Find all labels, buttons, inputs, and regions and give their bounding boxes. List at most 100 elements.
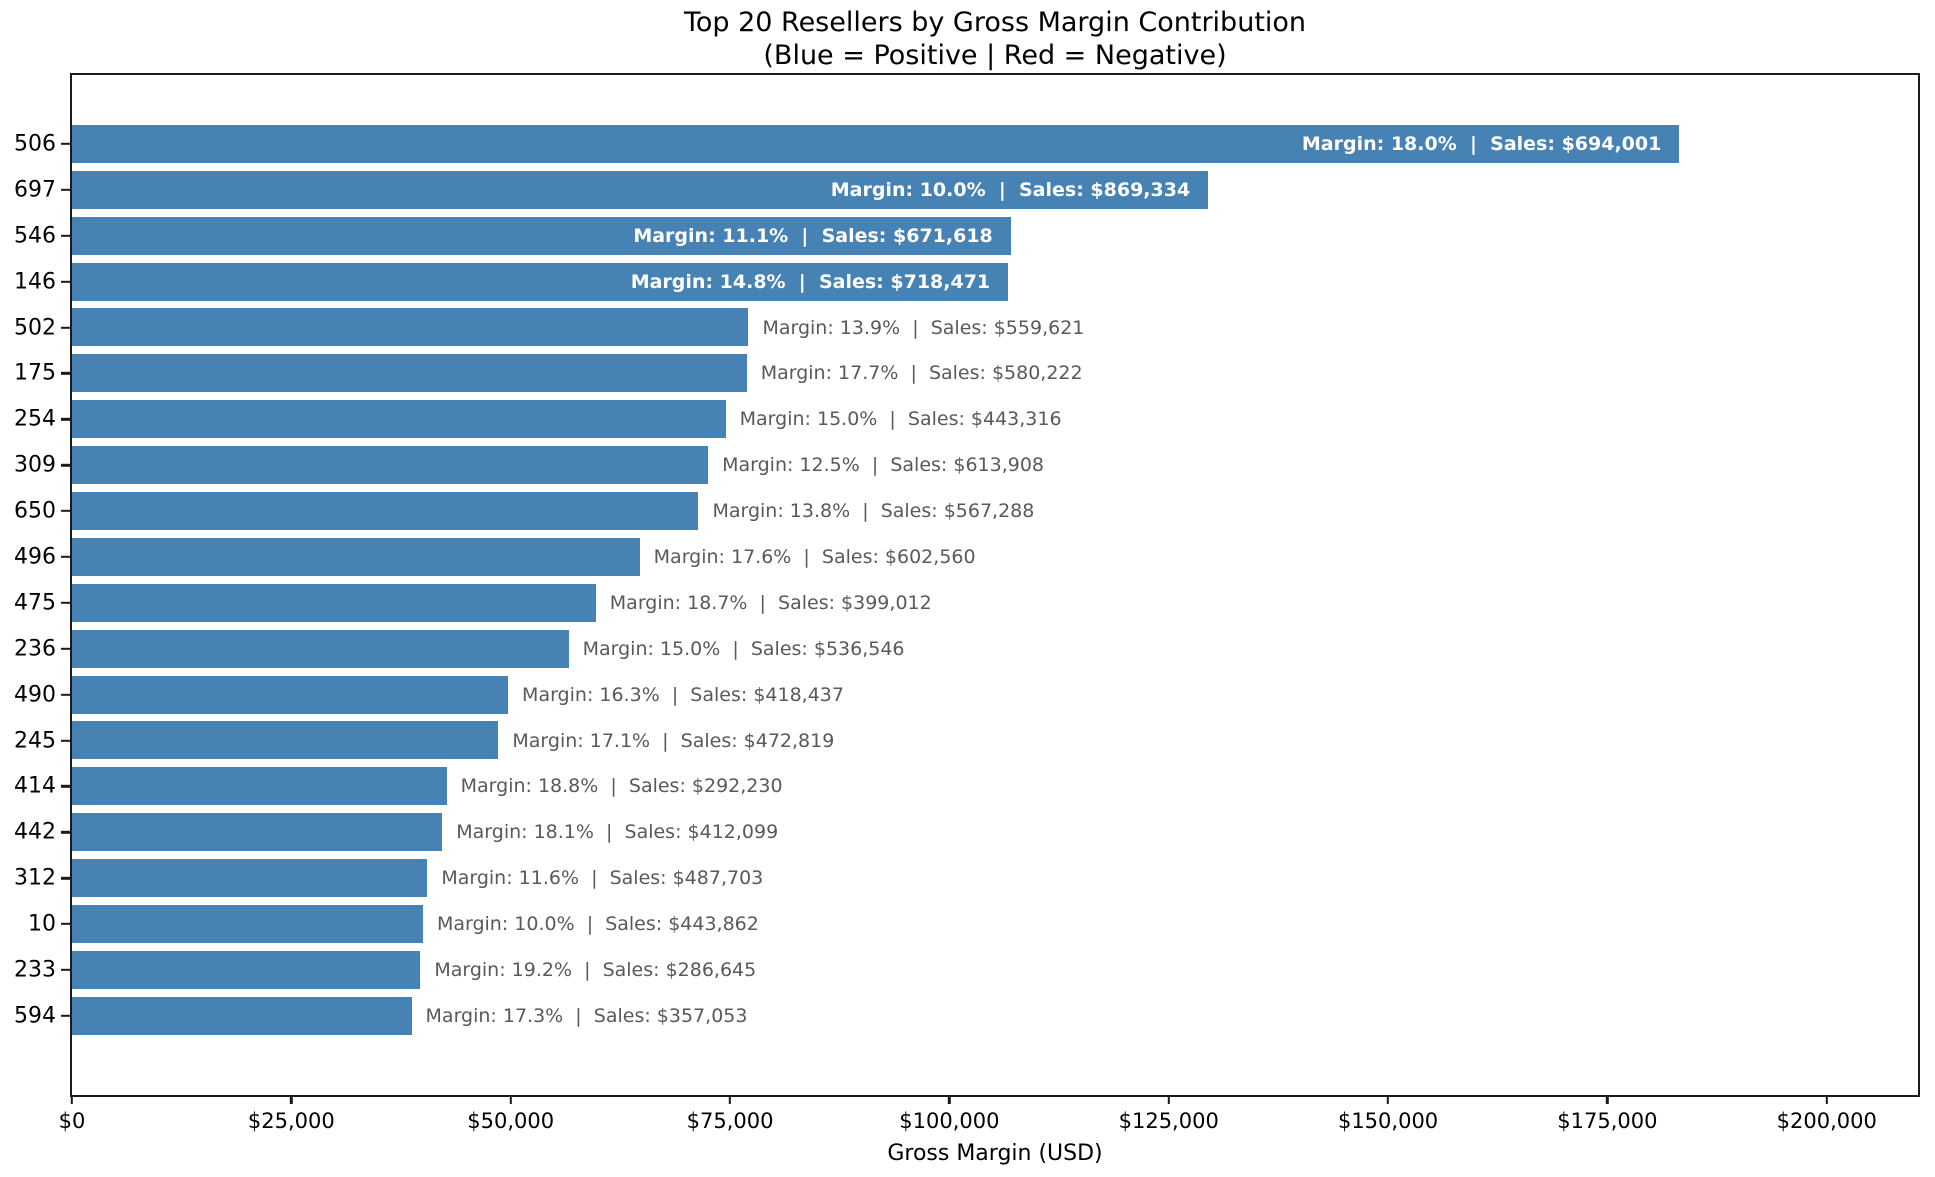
gross-margin-bar <box>72 905 423 944</box>
reseller-id-label: 146 <box>14 269 56 295</box>
reseller-id-label: 502 <box>14 315 56 340</box>
y-tick-mark <box>61 326 70 329</box>
reseller-id-label: 650 <box>14 498 56 524</box>
bar-row: 309 Margin: 12.5% | Sales: $613,908 <box>14 442 1918 488</box>
reseller-id-label: 309 <box>14 452 56 478</box>
x-axis-label: Gross Margin (USD) <box>887 1141 1103 1166</box>
gross-margin-bar <box>72 996 412 1035</box>
bar-value-label: Margin: 12.5% | Sales: $613,908 <box>722 454 1045 477</box>
gross-margin-bar <box>72 354 747 393</box>
plot-area: 506 Margin: 18.0% | Sales: $694,001 697 Mar… <box>14 73 1920 1133</box>
reseller-id-label: 245 <box>14 728 56 754</box>
y-tick-mark <box>61 234 70 237</box>
bar-row: 502 Margin: 13.9% | Sales: $559,621 <box>14 305 1918 351</box>
bar-row: 233 Margin: 19.2% | Sales: $286,645 <box>14 947 1918 993</box>
gross-margin-bar: Margin: 18.0% | Sales: $694,001 <box>72 124 1680 163</box>
bar-row: 254 Margin: 15.0% | Sales: $443,316 <box>14 396 1918 442</box>
y-tick-mark <box>61 1014 70 1018</box>
gross-margin-bar <box>72 950 421 989</box>
bars-container: 506 Margin: 18.0% | Sales: $694,001 697 Mar… <box>14 121 1918 1039</box>
chart-title-line2: (Blue = Positive | Red = Negative) <box>763 39 1227 71</box>
y-tick-mark <box>61 968 70 972</box>
reseller-id-label: 496 <box>14 544 56 570</box>
y-tick-mark <box>61 418 70 421</box>
x-tick-label: $25,000 <box>247 1109 335 1133</box>
bar-row: 236 Margin: 15.0% | Sales: $536,546 <box>14 626 1918 672</box>
bar-row: 146 Margin: 14.8% | Sales: $718,471 <box>14 259 1918 305</box>
bar-value-label: Margin: 17.3% | Sales: $357,053 <box>425 1004 748 1027</box>
x-tick-mark <box>290 1095 293 1104</box>
gross-margin-bar <box>72 583 596 622</box>
reseller-id-label: 233 <box>14 957 56 983</box>
bar-value-label: Margin: 18.1% | Sales: $412,099 <box>456 821 779 844</box>
bar-value-label: Margin: 15.0% | Sales: $443,316 <box>739 408 1062 431</box>
reseller-id-label: 594 <box>14 1003 56 1029</box>
y-tick-mark <box>61 739 70 742</box>
reseller-id-label: 697 <box>14 177 56 203</box>
gross-margin-bar: Margin: 11.1% | Sales: $671,618 <box>72 216 1011 255</box>
bar-row: 312 Margin: 11.6% | Sales: $487,703 <box>14 855 1918 901</box>
x-tick-label: $100,000 <box>899 1109 1000 1133</box>
y-tick-mark <box>61 785 70 788</box>
bar-row: 442 Margin: 18.1% | Sales: $412,099 <box>14 809 1918 855</box>
reseller-id-label: 546 <box>14 223 56 249</box>
gross-margin-bar <box>72 813 443 852</box>
gross-margin-bar <box>72 492 699 531</box>
bar-value-label: Margin: 10.0% | Sales: $869,334 <box>830 178 1191 201</box>
x-tick-mark <box>1825 1095 1828 1104</box>
bar-value-label: Margin: 18.8% | Sales: $292,230 <box>460 775 783 798</box>
y-tick-mark <box>61 922 70 926</box>
x-tick-mark <box>1386 1095 1390 1104</box>
x-tick-mark <box>728 1095 732 1104</box>
gross-margin-bar <box>72 308 749 347</box>
bar-row: 475 Margin: 18.7% | Sales: $399,012 <box>14 580 1918 626</box>
gross-margin-bar <box>72 537 640 576</box>
y-tick-mark <box>61 555 70 559</box>
y-tick-mark <box>61 831 70 834</box>
bar-value-label: Margin: 17.6% | Sales: $602,560 <box>653 545 976 568</box>
bar-value-label: Margin: 18.7% | Sales: $399,012 <box>609 591 932 614</box>
bar-row: 245 Margin: 17.1% | Sales: $472,819 <box>14 718 1918 764</box>
x-tick-label: $0 <box>58 1109 86 1133</box>
gross-margin-bar <box>72 767 447 806</box>
bar-row: 414 Margin: 18.8% | Sales: $292,230 <box>14 763 1918 809</box>
gross-margin-bar <box>72 446 709 485</box>
y-tick-mark <box>61 142 70 146</box>
reseller-id-label: 414 <box>14 773 56 799</box>
x-tick-label: $175,000 <box>1557 1109 1658 1133</box>
bar-row: 506 Margin: 18.0% | Sales: $694,001 <box>14 121 1918 167</box>
y-tick-mark <box>61 509 70 513</box>
bar-value-label: Margin: 18.0% | Sales: $694,001 <box>1301 132 1662 155</box>
gross-margin-bar <box>72 721 499 760</box>
bar-row: 175 Margin: 17.7% | Sales: $580,222 <box>14 350 1918 396</box>
bar-row: 546 Margin: 11.1% | Sales: $671,618 <box>14 213 1918 259</box>
bar-value-label: Margin: 13.9% | Sales: $559,621 <box>762 316 1085 339</box>
x-tick-label: $50,000 <box>467 1109 555 1133</box>
reseller-id-label: 312 <box>14 865 56 891</box>
bar-row: 10 Margin: 10.0% | Sales: $443,862 <box>28 901 1918 947</box>
reseller-id-label: 506 <box>14 131 56 157</box>
x-tick-label: $200,000 <box>1776 1109 1877 1133</box>
bar-row: 490 Margin: 16.3% | Sales: $418,437 <box>14 672 1918 718</box>
x-tick-label: $125,000 <box>1118 1109 1219 1133</box>
y-tick-mark <box>61 463 70 467</box>
gross-margin-bar: Margin: 10.0% | Sales: $869,334 <box>72 170 1209 209</box>
bar-value-label: Margin: 17.1% | Sales: $472,819 <box>512 729 835 752</box>
bar-value-label: Margin: 13.8% | Sales: $567,288 <box>712 500 1035 523</box>
y-tick-mark <box>61 601 70 605</box>
bar-row: 594 Margin: 17.3% | Sales: $357,053 <box>14 993 1918 1039</box>
y-tick-mark <box>61 876 70 880</box>
reseller-id-label: 490 <box>14 682 56 708</box>
bar-value-label: Margin: 17.7% | Sales: $580,222 <box>760 362 1083 385</box>
x-tick-mark <box>948 1095 951 1104</box>
gross-margin-bar <box>72 400 726 439</box>
reseller-id-label: 10 <box>28 911 56 937</box>
gross-margin-bar <box>72 859 428 898</box>
x-tick-mark <box>1606 1095 1609 1104</box>
bar-row: 650 Margin: 13.8% | Sales: $567,288 <box>14 488 1918 534</box>
reseller-id-label: 442 <box>14 819 56 845</box>
bar-value-label: Margin: 15.0% | Sales: $536,546 <box>582 637 905 660</box>
bar-value-label: Margin: 11.6% | Sales: $487,703 <box>441 867 764 890</box>
gross-margin-bar: Margin: 14.8% | Sales: $718,471 <box>72 262 1009 301</box>
